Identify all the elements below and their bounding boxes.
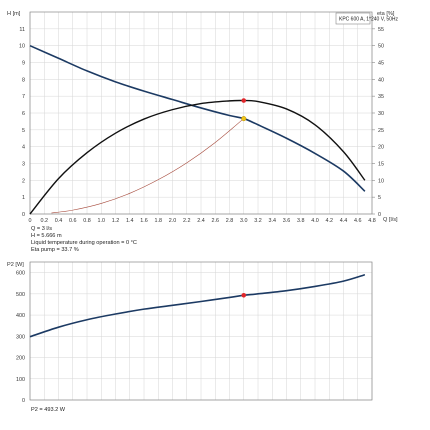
head-tick-label: 2	[22, 178, 25, 184]
q-tick-label: 2.0	[169, 218, 177, 224]
info-flow: Q = 3 l/s	[31, 226, 52, 232]
eta-tick-label: 5	[378, 195, 381, 201]
head-chart-series	[29, 44, 366, 215]
info-head: H = 5.666 m	[31, 233, 62, 239]
power-tick-label: 200	[16, 356, 25, 362]
q-tick-label: 3.2	[254, 218, 262, 224]
head-tick-label: 0	[22, 212, 25, 218]
head-tick-label: 9	[22, 61, 25, 67]
eta-tick-label: 0	[378, 212, 381, 218]
q-tick-label: 3.6	[283, 218, 291, 224]
eta-tick-label: 10	[378, 178, 384, 184]
q-tick-label: 1.2	[112, 218, 120, 224]
eta-axis-label: eta [%]	[377, 11, 395, 17]
power-tick-label: 0	[22, 398, 25, 404]
power-chart-grid	[29, 262, 373, 401]
eta-tick-label: 20	[378, 145, 384, 151]
q-tick-label: 1.8	[155, 218, 163, 224]
head-tick-label: 10	[19, 44, 25, 50]
p2-readout: P2 = 493.2 W	[31, 407, 66, 413]
eta-tick-label: 30	[378, 111, 384, 117]
head-tick-label: 3	[22, 162, 25, 168]
q-tick-label: 2.8	[226, 218, 234, 224]
q-tick-label: 0.2	[41, 218, 49, 224]
q-tick-label: 4.0	[311, 218, 319, 224]
head-tick-label: 7	[22, 94, 25, 100]
eta-tick-label: 15	[378, 162, 384, 168]
power-operating-point	[241, 292, 247, 298]
head-tick-label: 5	[22, 128, 25, 134]
power-tick-label: 300	[16, 334, 25, 340]
q-axis-label: Q [l/s]	[383, 217, 398, 223]
power-axis-ticks: 0 100 200 300 400 500 600	[16, 271, 25, 404]
q-tick-label: 1.6	[140, 218, 148, 224]
eta-operating-point	[241, 98, 247, 103]
head-tick-label: 8	[22, 77, 25, 83]
power-chart-series	[29, 273, 366, 338]
head-axis-label: H [m]	[7, 11, 21, 17]
q-tick-label: 3.0	[240, 218, 248, 224]
q-tick-label: 0	[29, 218, 32, 224]
eta-tick-label: 25	[378, 128, 384, 134]
info-liquid-temperature: Liquid temperature during operation = 0 …	[31, 240, 137, 246]
q-tick-label: 4.6	[354, 218, 362, 224]
power-chart-frame	[29, 261, 373, 401]
power-tick-label: 500	[16, 292, 25, 298]
model-label: KPC 600 A, 1*240 V, 50Hz	[339, 17, 399, 23]
eta-tick-label: 50	[378, 44, 384, 50]
info-eta-pump: Eta pump = 33.7 %	[31, 247, 79, 253]
q-tick-label: 0.4	[55, 218, 63, 224]
q-tick-label: 0.8	[83, 218, 91, 224]
q-tick-label: 4.8	[368, 218, 376, 224]
head-tick-label: 4	[22, 145, 25, 151]
head-chart-grid	[29, 12, 373, 215]
power-tick-label: 100	[16, 377, 25, 383]
eta-tick-label: 45	[378, 61, 384, 67]
head-curve	[29, 44, 366, 192]
head-tick-label: 6	[22, 111, 25, 117]
head-axis-ticks: 0 1 2 3 4 5 6 7 8 9 10 11	[19, 27, 25, 218]
eta-axis-ticks: 0 5 10 15 20 25 30 35 40 45 50 55	[372, 27, 384, 218]
head-efficiency-chart: 0 0.2 0.4 0.6 0.8 1.0 1.2 1.4 1.6 1.8 2.0 2.2 2.4 2.6…	[7, 11, 399, 224]
model-label-box	[335, 12, 371, 25]
system-curve	[51, 118, 244, 214]
eta-tick-label: 40	[378, 77, 384, 83]
q-tick-label: 4.2	[326, 218, 334, 224]
head-tick-label: 11	[19, 27, 25, 33]
operating-point-info: Q = 3 l/s H = 5.666 m Liquid temperature…	[31, 226, 137, 253]
head-operating-point	[241, 116, 247, 122]
power-axis-label: P2 [W]	[7, 262, 24, 268]
q-tick-label: 4.4	[340, 218, 348, 224]
eta-curve	[29, 99, 366, 215]
q-tick-label: 2.4	[197, 218, 205, 224]
head-tick-label: 1	[22, 195, 25, 201]
q-tick-label: 1.4	[126, 218, 134, 224]
eta-tick-label: 55	[378, 27, 384, 33]
q-tick-label: 1.0	[98, 218, 106, 224]
power-tick-label: 600	[16, 271, 25, 277]
power-chart: 0 100 200 300 400 500 600 P2 [W]	[7, 261, 373, 404]
eta-tick-label: 35	[378, 94, 384, 100]
q-axis-ticks: 0 0.2 0.4 0.6 0.8 1.0 1.2 1.4 1.6 1.8 2.0 2.2 2.4 2.6…	[29, 218, 376, 224]
q-tick-label: 0.6	[69, 218, 77, 224]
q-tick-label: 3.4	[269, 218, 277, 224]
power-tick-label: 400	[16, 313, 25, 319]
power-curve	[29, 273, 366, 338]
q-tick-label: 3.8	[297, 218, 305, 224]
q-tick-label: 2.2	[183, 218, 191, 224]
q-tick-label: 2.6	[212, 218, 220, 224]
